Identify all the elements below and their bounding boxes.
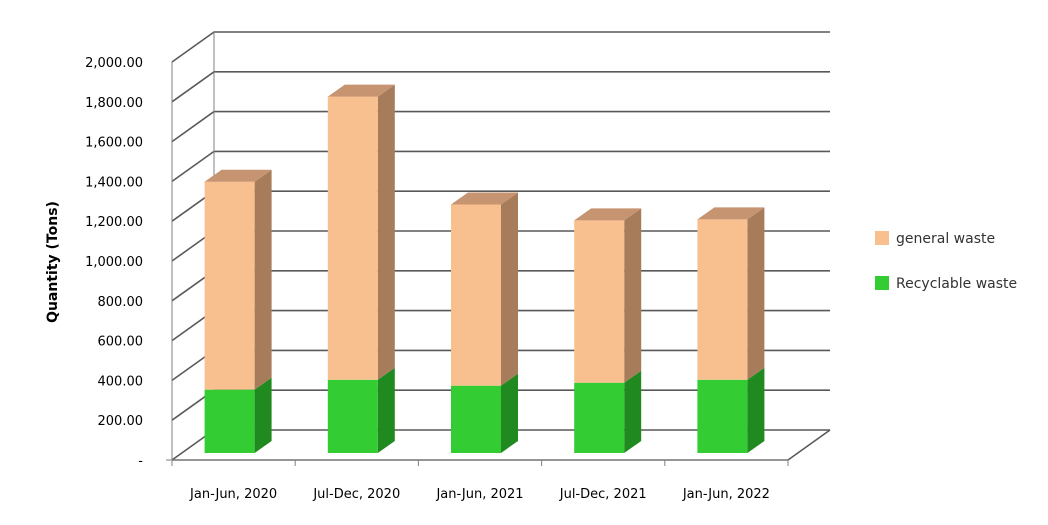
legend-swatch: [875, 231, 889, 245]
bar-segment: [204, 377, 272, 453]
axis-layer: - 200.00 400.00 600.00 800.00 1,000.00 1,200.0…: [85, 56, 789, 502]
gridline: [171, 110, 830, 143]
y-tick-label: 1,600.00: [85, 136, 143, 151]
bar-top: [204, 169, 272, 182]
legend-swatch: [875, 276, 889, 290]
bar: [327, 379, 378, 453]
y-tick-label: 1,200.00: [85, 215, 143, 230]
bar-top: [327, 84, 395, 97]
bar: [327, 96, 378, 380]
bar-segment: [697, 367, 765, 453]
bar: [451, 204, 501, 386]
bar: [697, 379, 748, 453]
legend-label: general waste: [896, 231, 995, 247]
bar-segment: [451, 373, 518, 453]
bar-side: [254, 377, 272, 453]
bar: [574, 382, 625, 453]
x-tick-label: Jul-Dec, 2020: [312, 487, 400, 502]
bar-top: [697, 207, 765, 220]
bar-segment: [327, 367, 395, 453]
bar-side: [501, 373, 518, 453]
y-tick-label: 1,400.00: [85, 175, 143, 190]
x-tick-label: Jan-Jun, 2022: [682, 487, 770, 502]
bar-segment: [204, 169, 272, 390]
bar-segment: [574, 370, 642, 453]
bar-top: [574, 208, 642, 221]
y-tick-label: 400.00: [98, 374, 144, 389]
bar-side: [747, 367, 765, 453]
y-axis-label: Quantity (Tons): [45, 201, 61, 323]
x-tick-label: Jan-Jun, 2021: [435, 487, 523, 502]
bar: [451, 385, 501, 453]
legend: general waste Recyclable waste: [875, 231, 1017, 292]
bar-side: [624, 208, 642, 383]
bar-side: [254, 169, 272, 390]
gridline: [171, 71, 830, 103]
bar-segment: [574, 208, 642, 383]
bar-segment: [451, 192, 518, 386]
bars-layer: [204, 84, 765, 453]
x-tick-label: Jul-Dec, 2021: [559, 487, 647, 502]
y-tick-label: 1,800.00: [85, 96, 143, 111]
bar-side: [501, 192, 518, 386]
bar-segment: [697, 207, 765, 380]
bar: [204, 181, 255, 390]
x-tick-label: Jan-Jun, 2020: [189, 487, 277, 502]
bar: [204, 389, 255, 453]
bar-segment: [327, 84, 395, 380]
gridline: [171, 31, 830, 63]
bar-side: [377, 367, 395, 453]
bar-top: [451, 192, 518, 205]
bar-side: [377, 84, 395, 380]
y-tick-label: 200.00: [98, 414, 144, 429]
bar: [574, 220, 625, 383]
bar-side: [747, 207, 765, 380]
bar-side: [624, 370, 642, 453]
bar: [697, 219, 748, 380]
y-tick-label: 2,000.00: [85, 56, 143, 71]
y-tick-label: 1,000.00: [85, 255, 143, 270]
y-tick-label: -: [138, 454, 143, 469]
legend-label: Recyclable waste: [896, 276, 1017, 292]
y-tick-label: 800.00: [98, 295, 144, 310]
y-tick-label: 600.00: [98, 335, 144, 350]
